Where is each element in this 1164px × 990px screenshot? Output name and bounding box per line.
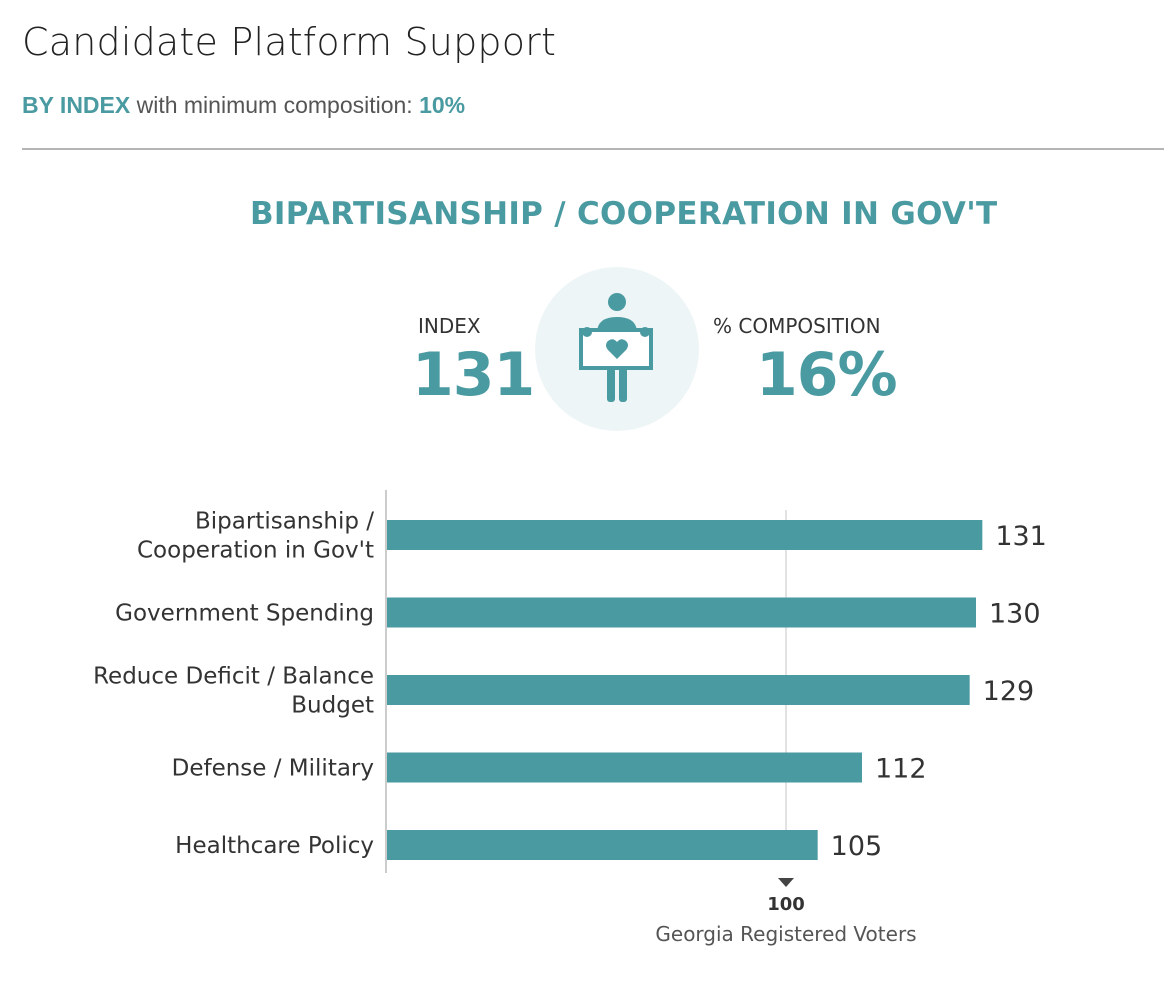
index-bar-chart: 131 Bipartisanship / Cooperation in Gov't 1… xyxy=(93,490,1047,946)
bar xyxy=(387,597,976,628)
person-holding-heart-sign-icon xyxy=(535,267,699,431)
index-value: 131 xyxy=(412,340,535,410)
page-title: Candidate Platform Support xyxy=(22,20,557,64)
subtitle-mode: BY INDEX xyxy=(22,92,131,118)
bar-value-label: 105 xyxy=(831,831,883,862)
bar-value-label: 131 xyxy=(995,521,1047,552)
bar xyxy=(387,830,818,860)
composition-value: 16% xyxy=(756,340,898,410)
bar xyxy=(387,675,970,705)
subtitle-text: with minimum composition: xyxy=(130,92,420,118)
category-label: Cooperation in Gov't xyxy=(137,538,374,564)
index-label: INDEX xyxy=(418,314,481,338)
bar-value-label: 130 xyxy=(989,599,1041,630)
subtitle: BY INDEX with minimum composition: 10% xyxy=(22,92,465,119)
subtitle-min-composition: 10% xyxy=(419,92,466,118)
category-label: Defense / Military xyxy=(172,756,374,782)
bar-value-label: 112 xyxy=(875,754,927,785)
category-label: Budget xyxy=(291,693,374,719)
category-label: Government Spending xyxy=(115,601,374,627)
composition-label: % COMPOSITION xyxy=(713,314,881,338)
header-divider xyxy=(22,148,1164,150)
bar xyxy=(387,752,862,783)
bar xyxy=(387,520,983,550)
reference-marker-icon xyxy=(778,878,794,887)
bar-value-label: 129 xyxy=(983,676,1035,707)
section-title: BIPARTISANSHIP / COOPERATION IN GOV'T xyxy=(250,196,998,232)
reference-caption: Georgia Registered Voters xyxy=(655,922,916,946)
category-label: Reduce Deficit / Balance xyxy=(93,664,374,690)
reference-value-label: 100 xyxy=(767,894,805,915)
category-label: Healthcare Policy xyxy=(175,833,374,859)
category-label: Bipartisanship / xyxy=(195,509,374,535)
